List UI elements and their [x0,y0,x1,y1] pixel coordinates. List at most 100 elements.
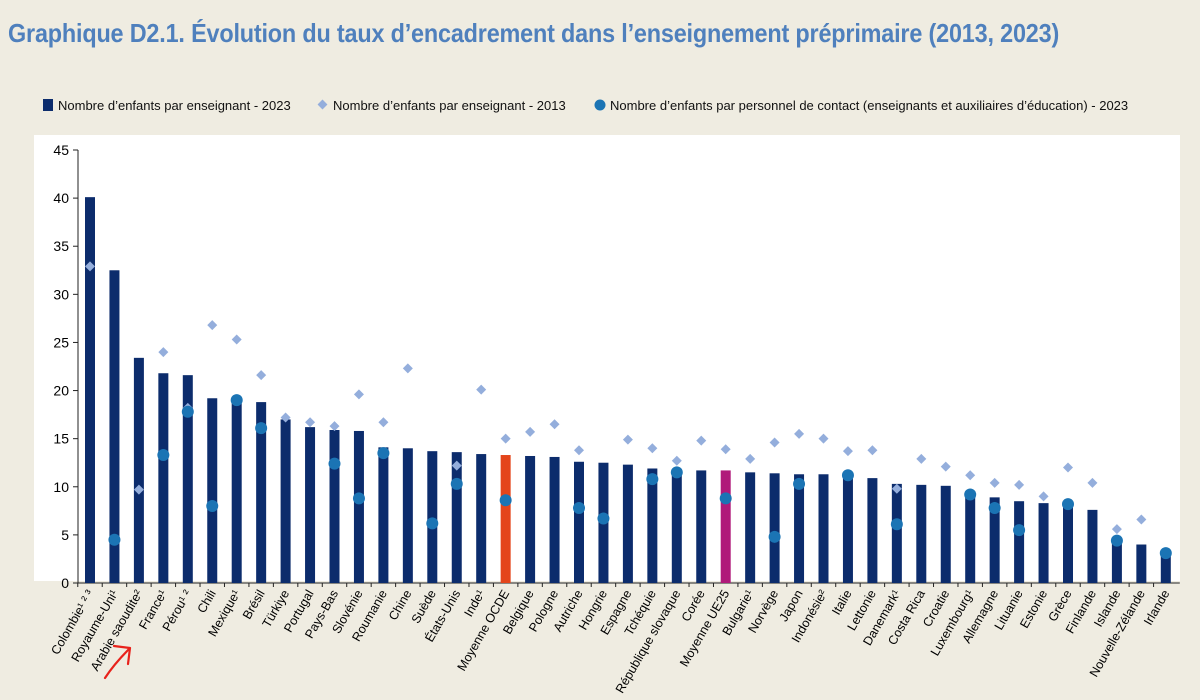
markers-contact-2023 [108,394,1172,560]
bar [867,478,878,583]
diamond-point [940,461,951,472]
bar [133,357,144,583]
circle-point [573,501,585,514]
circle-point [988,501,1001,514]
bar [182,375,193,583]
legend-label-diamond-2013: Nombre d’enfants par enseignant - 2013 [333,98,566,113]
bar [1111,539,1122,583]
bar [671,469,682,583]
legend-label-bar-2023: Nombre d’enfants par enseignant - 2023 [58,98,291,113]
circle-point [255,422,268,435]
legend: Nombre d’enfants par enseignant - 2023 No… [43,98,1128,113]
annotation-arrow-icon [103,644,132,680]
bar [329,430,340,583]
x-category-label: Chili [195,588,219,616]
diamond-point [574,445,584,456]
y-tick-label: 45 [53,142,69,158]
diamond-point [451,460,462,471]
diamond-point [696,435,707,446]
diamond-point [1111,524,1122,535]
diamond-point [549,419,560,430]
markers-2013 [85,261,1147,535]
y-tick-label: 35 [53,238,69,254]
circle-point [108,533,121,546]
bar [769,473,780,583]
bar [280,419,291,583]
diamond-point [402,363,413,374]
diamond-point [305,417,316,428]
circle-point [890,518,903,531]
diamond-point [745,453,756,464]
diamond-point [818,433,829,444]
y-tick-label: 20 [53,383,69,399]
bar [158,373,169,583]
bar [574,461,584,583]
diamond-point [133,484,144,495]
circle-point [964,488,977,501]
diamond-point [720,444,731,455]
diamond-point [85,261,95,272]
legend-label-circle-contact: Nombre d’enfants par personnel de contac… [610,98,1128,113]
bar [402,448,413,583]
circle-point [230,394,243,407]
circle-point [450,477,463,490]
bar [207,398,218,583]
diamond-point [525,426,536,437]
circle-point [768,530,781,543]
diamond-point [1014,479,1025,490]
bar [1038,503,1049,583]
bar [231,401,242,583]
diamond-point [671,455,682,466]
bar [720,470,731,583]
circle-point [597,512,610,525]
y-tick-label: 15 [53,431,69,447]
bar [989,497,1000,583]
y-tick-label: 10 [53,479,69,495]
diamond-point [989,477,1000,488]
circle-point [1013,524,1026,537]
bar [305,427,316,583]
circle-point [426,517,439,530]
bar [1087,509,1098,583]
bar [525,455,536,583]
chart-title: Graphique D2.1. Évolution du taux d’enca… [8,18,1060,48]
diamond-point [256,370,267,381]
diamond-point [647,443,658,454]
bar [451,452,462,583]
legend-swatch-circle-contact [594,99,606,111]
y-tick-label: 40 [53,190,69,206]
bar [549,456,560,583]
y-tick-label: 0 [61,575,69,591]
circle-point [1062,498,1074,511]
diamond-point [231,334,242,345]
bar [476,454,487,583]
diamond-point [476,384,487,395]
diamond-point [1136,514,1147,525]
diamond-point [1063,462,1073,473]
bar [427,451,438,583]
bar [500,455,511,583]
legend-swatch-bar-2023 [43,99,53,111]
circle-point [841,469,854,482]
diamond-point [500,433,511,444]
diamond-point [622,434,633,445]
circle-point [352,492,365,505]
diamond-point [1038,491,1049,502]
bar [891,483,902,583]
bar [1160,554,1171,583]
bar [794,474,805,583]
x-axis [77,582,1180,587]
bar [965,494,976,583]
diamond-point [965,470,976,481]
circle-point [1110,534,1123,547]
legend-swatch-diamond-2013 [317,99,328,110]
y-tick-label: 30 [53,286,69,302]
diamond-point [867,445,878,456]
diamond-point [1087,477,1098,488]
circle-point [1159,547,1172,560]
bar [109,270,120,583]
diamond-point [207,320,218,331]
bar [916,484,927,583]
diamond-point [353,389,364,400]
bar [378,447,389,583]
